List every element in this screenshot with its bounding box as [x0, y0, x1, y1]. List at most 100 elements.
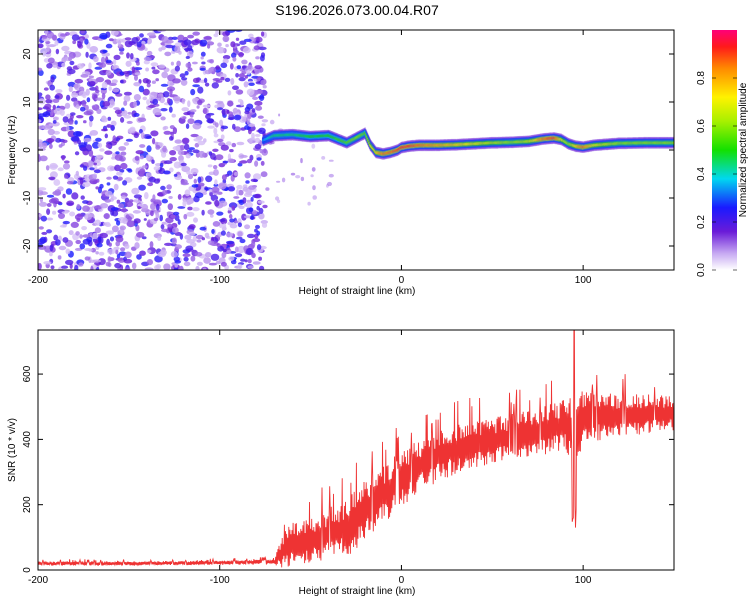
heatmap-cell	[187, 100, 191, 108]
snr-ytick-label: 200	[22, 496, 33, 513]
heatmap-cell	[192, 84, 200, 88]
heatmap-cell	[246, 103, 254, 110]
heatmap-cell	[248, 123, 256, 128]
heatmap-cell	[167, 223, 173, 228]
heatmap-cell	[101, 56, 106, 64]
heatmap-cell	[136, 254, 142, 260]
heatmap-cell	[188, 224, 196, 230]
heatmap-cell	[275, 196, 280, 201]
heatmap-cell	[251, 108, 256, 113]
heatmap-cell	[204, 82, 210, 87]
heatmap-cell	[124, 37, 132, 41]
heatmap-cell	[184, 70, 189, 76]
heatmap-cell	[234, 253, 243, 258]
heatmap-cell	[152, 137, 156, 145]
heatmap-cell	[95, 77, 105, 83]
heatmap-cell	[75, 104, 80, 109]
heatmap-cell	[186, 201, 192, 206]
heatmap-cell	[112, 175, 119, 180]
heatmap-cell	[62, 193, 66, 199]
heatmap-cell	[92, 141, 100, 149]
heatmap-cell	[97, 142, 103, 148]
heatmap-cell	[207, 125, 216, 129]
heatmap-cell	[255, 224, 260, 229]
heatmap-cell	[61, 155, 65, 161]
heatmap-cell	[213, 127, 218, 135]
snr-series-line	[38, 330, 674, 568]
heatmap-cell	[131, 262, 137, 270]
heatmap-cell	[95, 178, 100, 183]
heatmap-cell	[117, 176, 123, 181]
heatmap-cell	[89, 46, 99, 53]
heatmap-cell	[247, 258, 252, 264]
heatmap-cell	[116, 199, 121, 204]
heatmap-cell	[46, 203, 52, 207]
heatmap-cell	[193, 138, 202, 142]
heatmap-cell	[89, 130, 99, 136]
heatmap-cell	[227, 186, 236, 192]
heatmap-cell	[78, 142, 87, 149]
heatmap-cell	[46, 194, 55, 198]
heatmap-cell	[227, 117, 235, 121]
heatmap-cell	[96, 108, 102, 114]
heatmap-cell	[127, 169, 133, 173]
heatmap-cell	[310, 174, 314, 178]
heatmap-cell	[260, 55, 265, 62]
heatmap-cell	[166, 211, 172, 215]
heatmap-cell	[38, 141, 44, 148]
heatmap-cell	[177, 219, 181, 225]
snr-ylabel: SNR (10 * v/v)	[7, 418, 18, 482]
heatmap-cell	[253, 45, 260, 51]
heatmap-cell	[222, 179, 227, 184]
heatmap-cell	[38, 119, 42, 123]
heatmap-cell	[246, 233, 255, 239]
heatmap-cell	[185, 123, 190, 129]
heatmap-cell	[84, 213, 92, 221]
heatmap-cell	[59, 224, 67, 228]
heatmap-cell	[217, 245, 225, 252]
heatmap-cell	[88, 80, 96, 87]
heatmap-cell	[122, 180, 128, 186]
heatmap-cell	[220, 76, 225, 81]
heatmap-cell	[107, 248, 116, 255]
heatmap-cell	[154, 209, 158, 215]
heatmap-cell	[123, 100, 128, 106]
heatmap-cell	[214, 104, 221, 109]
heatmap-cell	[76, 115, 84, 119]
heatmap-cell	[184, 143, 190, 151]
heatmap-cell	[64, 102, 71, 109]
heatmap-cell	[213, 169, 219, 176]
heatmap-cell	[76, 203, 81, 210]
heatmap-cell	[156, 203, 160, 211]
heatmap-cell	[217, 138, 224, 143]
heatmap-cell	[259, 265, 265, 270]
heatmap-cell	[157, 95, 162, 101]
heatmap-cell	[142, 88, 150, 96]
heatmap-cell	[133, 82, 141, 87]
heatmap-cell	[95, 137, 102, 142]
heatmap-cell	[81, 181, 91, 188]
heatmap-cell	[59, 109, 65, 116]
heatmap-cell	[174, 260, 181, 264]
heatmap-cell	[91, 155, 95, 163]
heatmap-cell	[194, 192, 204, 199]
heatmap-cell	[216, 211, 224, 216]
heatmap-cell	[241, 65, 247, 69]
heatmap-cell	[49, 251, 53, 257]
heatmap-cell	[197, 86, 204, 94]
heatmap-cell	[134, 155, 140, 161]
heatmap-cell	[244, 172, 251, 179]
heatmap-cell	[120, 151, 127, 156]
heatmap-cell	[228, 214, 233, 219]
heatmap-cell	[180, 162, 187, 167]
snr-xlabel: Height of straight line (km)	[299, 586, 416, 597]
snr-ytick-label: 0	[22, 567, 33, 573]
heatmap-cell	[121, 207, 127, 213]
heatmap-cell	[133, 218, 141, 224]
heatmap-cell	[226, 109, 230, 114]
heatmap-cell	[172, 211, 180, 216]
heatmap-cell	[256, 76, 261, 82]
heatmap-cell	[143, 218, 147, 221]
heatmap-cell	[48, 44, 56, 48]
heatmap-cell	[146, 259, 153, 266]
